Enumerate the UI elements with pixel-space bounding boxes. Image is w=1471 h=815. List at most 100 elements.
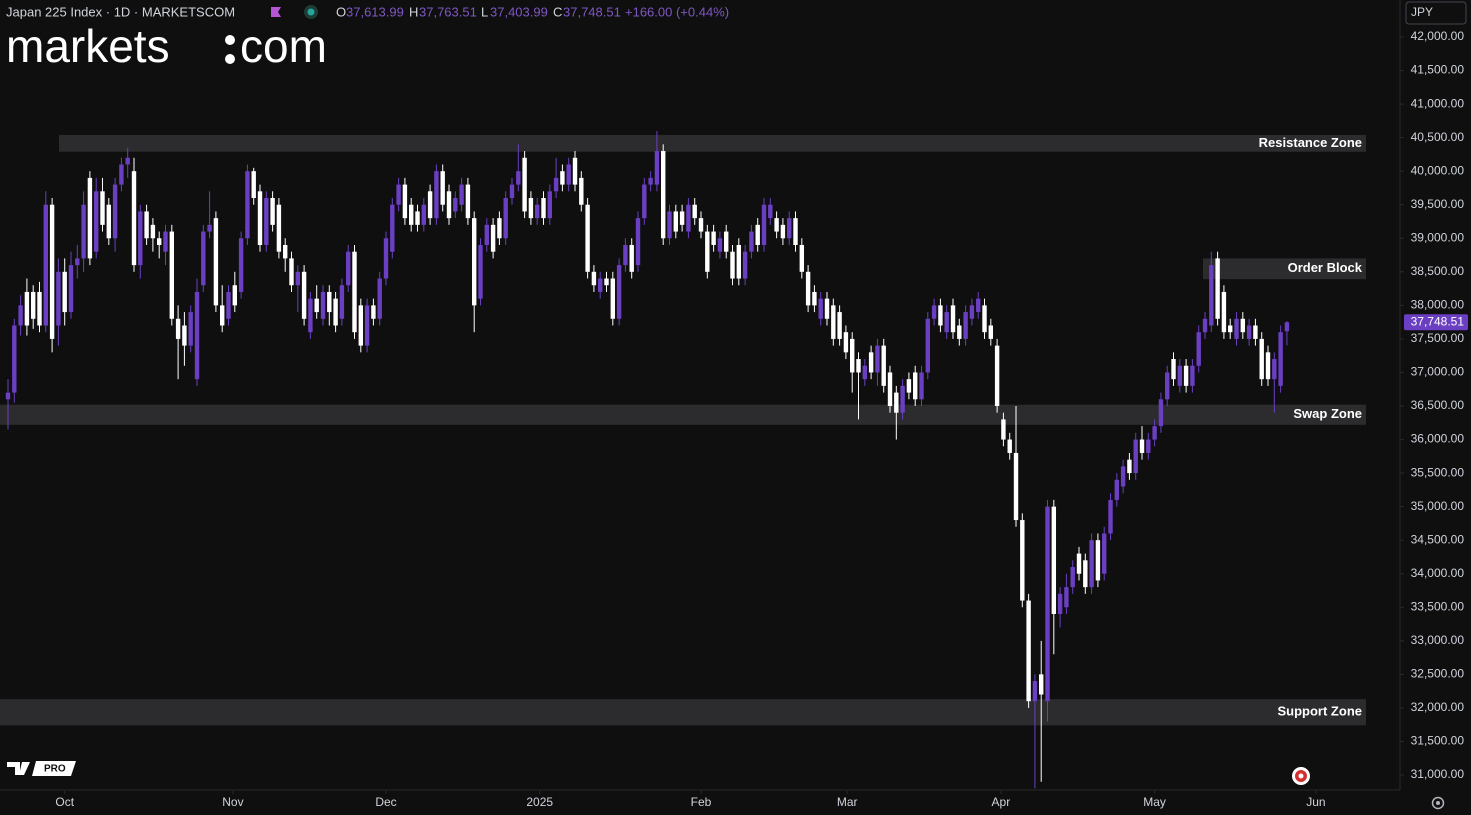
- y-tick-label: 33,000.00: [1411, 633, 1465, 647]
- tv-logo: [7, 762, 30, 775]
- candle-body: [81, 204, 86, 259]
- y-tick-label: 34,000.00: [1411, 566, 1465, 580]
- candle-body: [856, 359, 861, 373]
- candle-body: [976, 298, 981, 313]
- candle-body: [673, 211, 679, 232]
- candle-body: [579, 177, 584, 205]
- candle-body: [1209, 265, 1214, 326]
- y-tick-label: 39,000.00: [1411, 230, 1465, 244]
- candle-body: [427, 191, 433, 219]
- candle-body: [1196, 332, 1201, 366]
- candle-body: [1221, 291, 1227, 333]
- candle-body: [1202, 318, 1208, 333]
- candle-body: [686, 204, 691, 232]
- candle-body: [390, 204, 395, 252]
- candle-body: [364, 305, 370, 346]
- candle-body: [1272, 359, 1277, 380]
- candle-body: [31, 291, 36, 319]
- y-tick-label: 41,500.00: [1411, 63, 1465, 77]
- candle-body: [465, 184, 471, 219]
- y-tick-label: 35,000.00: [1411, 499, 1465, 513]
- candle-body: [843, 332, 849, 353]
- y-tick-label: 36,000.00: [1411, 432, 1465, 446]
- candle-body: [906, 379, 912, 393]
- candle-body: [1253, 325, 1258, 339]
- candle-body: [831, 305, 836, 339]
- candle-body: [1076, 553, 1082, 574]
- y-tick-label: 31,500.00: [1411, 734, 1465, 748]
- currency-box[interactable]: [1405, 1, 1467, 25]
- candle-body: [434, 171, 439, 219]
- candle-body: [1183, 365, 1189, 386]
- settings-icon[interactable]: [1431, 796, 1445, 810]
- candle-body: [547, 191, 553, 219]
- y-tick-label: 34,500.00: [1411, 532, 1465, 546]
- zone: [59, 134, 1366, 152]
- candle-body: [1165, 372, 1170, 400]
- candle-body: [768, 204, 773, 219]
- candle-body: [585, 204, 590, 272]
- flag-icon[interactable]: [271, 7, 281, 17]
- y-tick-label: 36,500.00: [1411, 398, 1465, 412]
- candle-body: [119, 164, 124, 185]
- symbol-title[interactable]: Japan 225 Index · 1D · MARKETSCOM: [6, 4, 235, 19]
- candle-body: [301, 271, 307, 319]
- candle-body: [1114, 479, 1120, 500]
- candle-body: [516, 171, 521, 185]
- currency[interactable]: JPY: [1411, 5, 1433, 19]
- candle-body: [87, 177, 93, 259]
- candle-body: [396, 184, 401, 205]
- candle-body: [1265, 352, 1271, 380]
- candle-body: [1152, 426, 1157, 440]
- x-tick-label: Dec: [375, 795, 396, 809]
- candle-body: [415, 211, 420, 225]
- candle-body: [610, 278, 616, 319]
- zone: [0, 404, 1366, 425]
- candle-body: [472, 218, 477, 306]
- candle-body: [1032, 681, 1038, 702]
- logo-dot: [225, 35, 235, 45]
- candle-body: [654, 151, 660, 185]
- candle-body: [717, 238, 723, 252]
- candle-body: [522, 157, 527, 212]
- candle-body: [1051, 506, 1057, 614]
- x-tick-label: Apr: [992, 795, 1011, 809]
- x-tick-label: Feb: [691, 795, 712, 809]
- candle-body: [963, 312, 968, 339]
- candle-body: [553, 177, 559, 192]
- candle-body: [1057, 593, 1063, 614]
- ohlc-value: 37,763.51: [419, 4, 477, 19]
- candle-body: [358, 305, 364, 346]
- x-tick-label: Oct: [55, 795, 74, 809]
- candle-body: [1133, 439, 1138, 474]
- candle-body: [43, 204, 49, 326]
- candle-body: [661, 151, 666, 239]
- candle-body: [308, 298, 313, 333]
- candle-body: [616, 265, 622, 319]
- candle-body: [604, 278, 609, 286]
- candle-body: [925, 318, 931, 373]
- candle-body: [327, 291, 332, 313]
- y-tick-label: 38,500.00: [1411, 264, 1465, 278]
- candle-body: [295, 271, 301, 286]
- candle-body: [535, 204, 540, 219]
- candle-body: [957, 325, 962, 339]
- candle-body: [749, 231, 754, 252]
- candle-body: [1234, 318, 1239, 339]
- ohlc-letter: C: [553, 4, 562, 19]
- candle-body: [629, 244, 634, 272]
- candle-body: [793, 218, 798, 245]
- candle-body: [138, 211, 143, 266]
- candle-body: [787, 218, 792, 239]
- candle-body: [12, 325, 17, 393]
- candle-body: [887, 372, 893, 406]
- candle-body: [5, 392, 11, 400]
- candle-body: [509, 184, 515, 199]
- zone: [1203, 258, 1366, 280]
- y-tick-label: 39,500.00: [1411, 197, 1465, 211]
- candle-body: [774, 218, 779, 232]
- candle-body: [478, 244, 483, 299]
- candle-body: [188, 312, 193, 346]
- candle-body: [736, 244, 742, 279]
- candle-body: [1259, 338, 1264, 380]
